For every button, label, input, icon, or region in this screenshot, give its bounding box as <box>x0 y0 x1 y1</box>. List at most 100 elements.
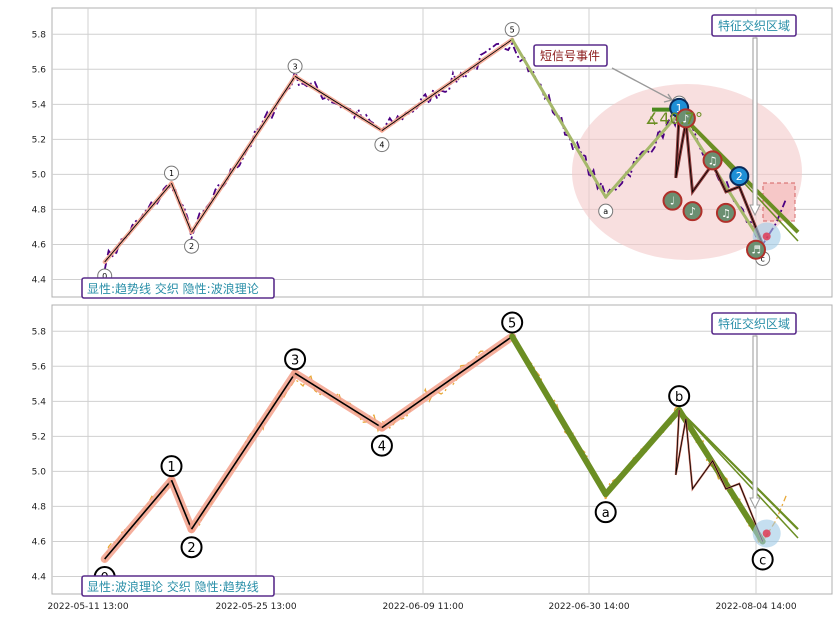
sub-wave-core <box>675 410 764 542</box>
signal-marker-symbol: ♬ <box>751 244 761 257</box>
x-tick-label: 2022-08-04 14:00 <box>715 602 796 612</box>
y-tick-label: 5.4 <box>32 100 47 110</box>
panel-label: 显性:波浪理论 交织 隐性:趋势线 <box>87 579 259 594</box>
wave-label-circle <box>501 311 524 334</box>
wave-segment <box>104 182 172 263</box>
signal-marker-symbol: ♫ <box>721 207 731 220</box>
wave-segment <box>104 479 173 560</box>
x-tick-label: 2022-06-09 11:00 <box>382 602 463 612</box>
signal-marker-symbol: ♪ <box>682 112 689 125</box>
target-dot <box>762 529 771 538</box>
trend-segment-down <box>509 333 609 498</box>
bottom-panel: 4.44.64.85.05.25.45.65.8012345abc特征交织区域显… <box>32 304 833 597</box>
wave-label-circle <box>370 434 393 457</box>
wave-label: c <box>759 553 766 568</box>
y-tick-label: 4.6 <box>32 240 47 250</box>
wave-label-circle <box>668 385 691 408</box>
trend-segment-down <box>510 38 608 199</box>
y-tick-label: 5.6 <box>32 65 47 75</box>
zone-arrow <box>749 37 761 217</box>
x-tick-label: 2022-05-25 13:00 <box>215 602 296 612</box>
wave-label: a <box>602 506 610 521</box>
wave-label-circle <box>180 536 203 559</box>
wave-label-circle <box>164 165 179 181</box>
signal-marker <box>682 201 703 222</box>
y-tick-label: 5.8 <box>32 327 47 337</box>
wave-label: b <box>675 390 683 405</box>
y-tick-label: 5.4 <box>32 397 47 407</box>
wave-label-circle <box>184 238 200 254</box>
wave-segment <box>190 372 296 530</box>
wave-label: c <box>760 254 764 263</box>
wave-label-circle <box>284 348 307 371</box>
signal-marker-symbol: 2 <box>736 170 743 183</box>
wave-label-circle <box>160 455 183 478</box>
zone-label-box <box>711 312 797 335</box>
wave-label-circle <box>504 22 520 38</box>
wave-label: 2 <box>189 242 194 251</box>
angle-label: ∡40.7° <box>645 109 703 128</box>
signal-marker <box>662 190 683 211</box>
plot-frame <box>51 7 833 298</box>
event-label-box <box>533 44 608 67</box>
y-tick-label: 5.2 <box>32 135 46 145</box>
wave-segment <box>171 182 192 233</box>
signal-marker <box>715 202 736 223</box>
top-panel: 4.44.64.85.05.25.45.65.8012345abc1♩♪♪♫♫2… <box>32 7 833 299</box>
wave-segment <box>381 335 513 429</box>
signal-marker-symbol: ♪ <box>689 205 696 218</box>
y-tick-label: 4.4 <box>32 275 47 285</box>
signal-marker <box>675 108 696 129</box>
wave-label-circle <box>751 548 774 571</box>
wave-label: 1 <box>167 460 175 475</box>
wave-label: 3 <box>291 353 299 368</box>
panel-label-box <box>81 575 275 597</box>
zone-label: 特征交织区域 <box>718 18 790 33</box>
wave-segment <box>170 479 193 530</box>
trendline-lower <box>678 409 799 539</box>
wave-label: a <box>603 207 608 216</box>
zone-label-box <box>711 14 797 37</box>
wave-segment <box>294 372 383 429</box>
y-tick-label: 4.4 <box>32 572 47 582</box>
x-tick-label: 2022-05-11 13:00 <box>47 602 128 612</box>
trend-segment-down <box>602 407 683 498</box>
signal-marker <box>702 150 723 171</box>
y-tick-label: 4.8 <box>32 502 47 512</box>
event-label: 短信号事件 <box>540 49 600 63</box>
wave-label: 3 <box>293 62 298 71</box>
plot-frame <box>51 304 833 595</box>
price-series <box>104 334 787 563</box>
wave-label-circle <box>598 203 614 219</box>
zone-arrow <box>749 335 761 510</box>
x-tick-label: 2022-06-30 14:00 <box>548 602 629 612</box>
y-tick-label: 4.8 <box>32 205 47 215</box>
wave-label: 4 <box>378 440 386 455</box>
wave-segment <box>381 39 513 131</box>
signal-marker-symbol: ♩ <box>670 195 675 208</box>
trend-segment-down <box>604 111 681 199</box>
zone-label: 特征交织区域 <box>718 316 790 331</box>
wave-label: 1 <box>169 169 174 178</box>
sub-wave-core <box>675 113 764 245</box>
wave-segment <box>191 76 296 233</box>
y-tick-label: 5.8 <box>32 30 47 40</box>
trendline-upper <box>678 409 799 530</box>
signal-marker-symbol: 1 <box>676 102 683 115</box>
wave-label: 4 <box>379 141 384 150</box>
panel-label: 显性:趋势线 交织 隐性:波浪理论 <box>87 281 259 296</box>
wave-label: 5 <box>510 26 515 35</box>
wave-segment <box>294 75 383 131</box>
wave-label: 5 <box>508 317 516 332</box>
signal-marker <box>729 166 750 187</box>
event-arrow <box>611 67 673 103</box>
signal-marker <box>746 239 766 260</box>
y-tick-label: 5.0 <box>32 170 47 180</box>
y-tick-label: 5.6 <box>32 362 47 372</box>
x-axis: 2022-05-11 13:00 2022-05-25 13:00 2022-06-… <box>47 602 796 612</box>
wave-label-circle <box>594 501 617 524</box>
panel-label-box <box>81 277 275 299</box>
target-dot <box>762 232 771 241</box>
wave-label: 2 <box>187 541 195 556</box>
